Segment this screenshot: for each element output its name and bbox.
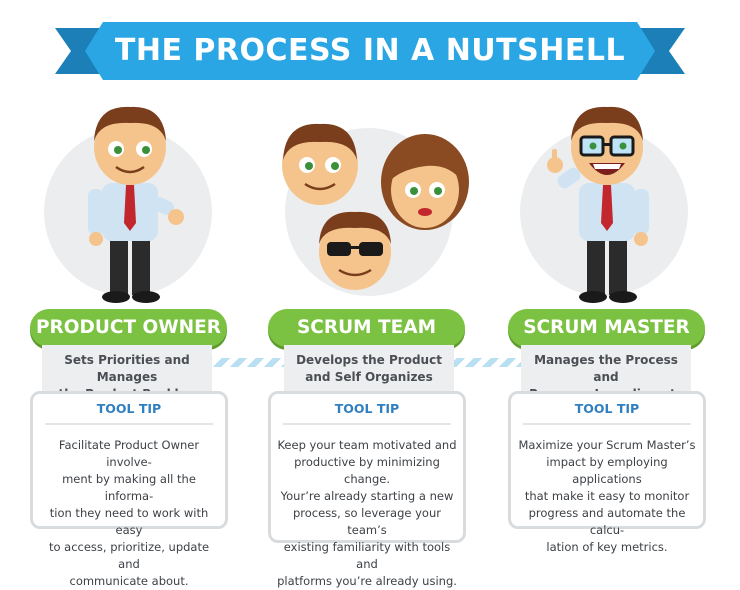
tooltip-line: lation of key metrics. xyxy=(546,540,668,554)
connector-left xyxy=(205,358,285,367)
description-line: and Self Organizes xyxy=(305,370,433,384)
tooltip-text: Facilitate Product Owner involve- ment b… xyxy=(33,425,225,590)
scrum-master-description: Manages the Process and Removes Impedime… xyxy=(521,345,691,401)
role-product-owner: PRODUCT OWNER xyxy=(30,309,227,347)
tooltip-line: productive by minimizing change. xyxy=(294,455,440,486)
title-banner: THE PROCESS IN A NUTSHELL xyxy=(55,22,685,80)
tooltip-line: progress and automate the calcu- xyxy=(528,506,686,537)
tooltip-line: impact by employing applications xyxy=(546,455,668,486)
tooltip-title: TOOL TIP xyxy=(283,401,451,425)
tooltip-line: tion they need to work with easy xyxy=(49,506,209,537)
tooltip-line: process, so leverage your team’s xyxy=(292,506,441,537)
tooltip-text: Maximize your Scrum Master’s impact by e… xyxy=(511,425,703,556)
tooltip-line: ment by making all the informa- xyxy=(62,472,196,503)
tooltip-line: Your’re already starting a new xyxy=(280,489,454,503)
tooltip-text: Keep your team motivated and productive … xyxy=(271,425,463,590)
tooltip-line: existing familiarity with tools and xyxy=(283,540,451,571)
tooltip-line: Maximize your Scrum Master’s xyxy=(518,438,696,452)
banner-ribbon xyxy=(55,22,685,80)
tooltip-line: to access, prioritize, update and xyxy=(48,540,210,571)
tooltip-line: platforms you’re already using. xyxy=(277,574,457,588)
scrum-team-description: Develops the Product and Self Organizes xyxy=(284,345,454,395)
product-owner-tooltip: TOOL TIP Facilitate Product Owner involv… xyxy=(30,391,228,588)
connector-right xyxy=(440,358,530,367)
tooltip-title: TOOL TIP xyxy=(523,401,691,425)
product-owner-illustration xyxy=(88,106,184,303)
tooltip-title: TOOL TIP xyxy=(45,401,213,425)
tooltip-line: Facilitate Product Owner involve- xyxy=(58,438,200,469)
description-line: Develops the Product xyxy=(296,353,442,367)
scrum-team-illustration xyxy=(282,123,469,290)
description-line: Sets Priorities and Manages xyxy=(64,353,190,384)
scrum-master-tooltip: TOOL TIP Maximize your Scrum Master’s im… xyxy=(508,391,706,554)
tooltip-line: communicate about. xyxy=(69,574,189,588)
tooltip-line: Keep your team motivated and xyxy=(277,438,457,452)
scrum-master-illustration xyxy=(547,106,649,303)
product-owner-description: Sets Priorities and Manages the Product … xyxy=(42,345,212,401)
role-scrum-master: SCRUM MASTER xyxy=(508,309,705,347)
tooltip-line: that make it easy to monitor xyxy=(524,489,690,503)
description-line: Manages the Process and xyxy=(534,353,678,384)
page-title: THE PROCESS IN A NUTSHELL xyxy=(114,33,626,68)
scrum-team-tooltip: TOOL TIP Keep your team motivated and pr… xyxy=(268,391,466,588)
role-scrum-team: SCRUM TEAM xyxy=(268,309,465,347)
